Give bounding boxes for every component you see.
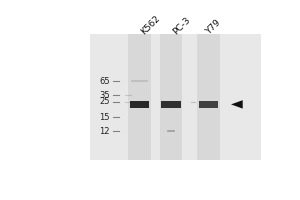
Bar	[130, 101, 149, 108]
Text: 12: 12	[99, 127, 110, 136]
Polygon shape	[231, 100, 243, 109]
Bar	[128, 34, 151, 160]
Text: 65: 65	[99, 76, 110, 86]
Text: 25: 25	[99, 98, 110, 106]
Bar	[90, 34, 261, 160]
Text: 15: 15	[99, 112, 110, 121]
Bar	[199, 101, 218, 108]
Bar	[160, 34, 182, 160]
Text: K562: K562	[140, 13, 162, 36]
Text: 35: 35	[99, 90, 110, 99]
Text: Y79: Y79	[204, 18, 222, 36]
Text: PC-3: PC-3	[171, 15, 192, 36]
Bar	[161, 101, 181, 108]
Bar	[197, 34, 220, 160]
